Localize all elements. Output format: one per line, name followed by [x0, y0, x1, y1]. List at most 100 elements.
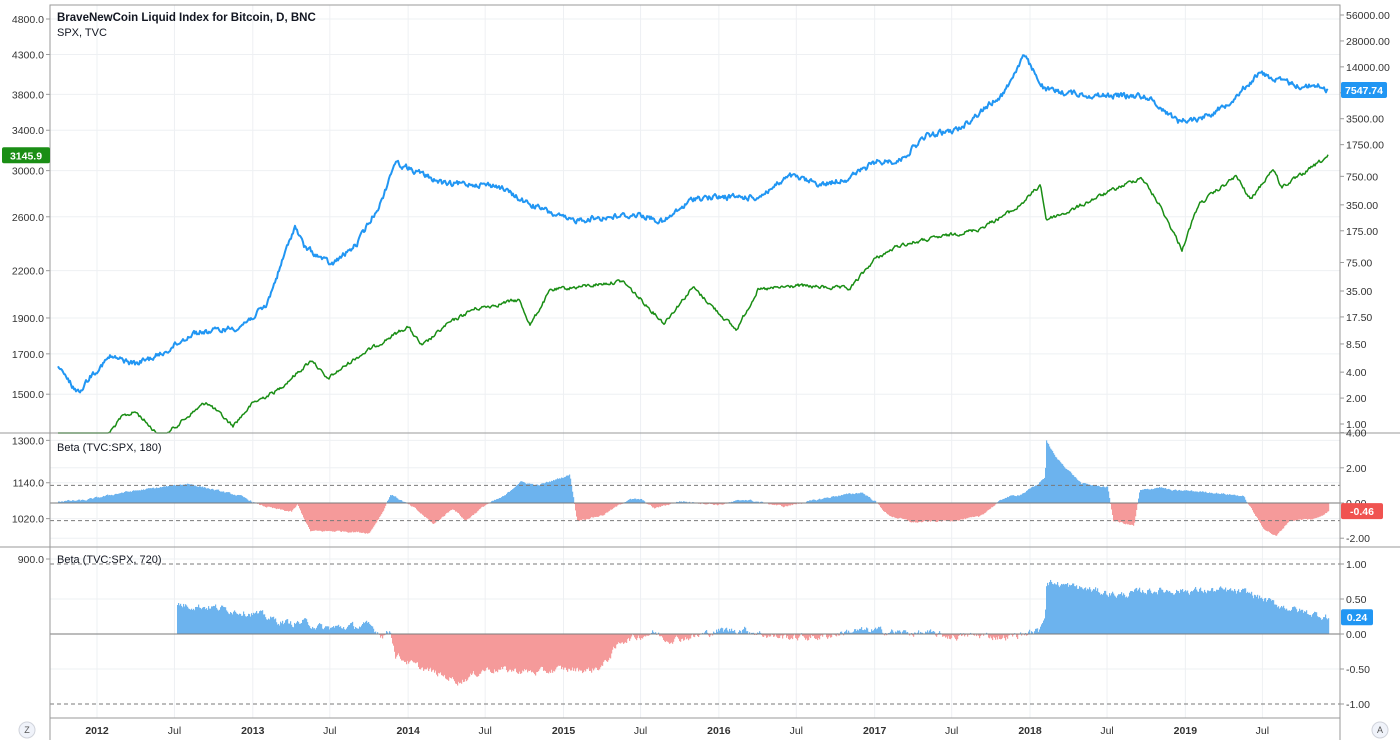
beta-180-neg-bar	[961, 503, 963, 520]
beta-180-neg-bar	[275, 503, 277, 509]
beta-720-pos-bar	[930, 629, 932, 634]
beta-180-neg-bar	[1315, 503, 1317, 519]
beta-180-neg-bar	[892, 503, 894, 518]
beta-180-pos-bar	[202, 486, 204, 503]
beta-720-neg-bar	[426, 634, 428, 670]
beta-720-neg-bar	[683, 634, 685, 641]
beta-180-neg-bar	[1306, 503, 1308, 519]
beta-180-neg-bar	[320, 503, 322, 531]
beta-180-neg-bar	[992, 503, 994, 508]
beta-720-pos-bar	[307, 622, 309, 634]
beta-720-neg-bar	[441, 634, 443, 676]
beta-720-pos-bar	[1197, 591, 1199, 634]
beta-180-neg-bar	[769, 503, 771, 505]
beta-720-neg-bar	[624, 634, 626, 643]
beta-180-pos-bar	[1170, 489, 1172, 503]
beta-720-neg-bar	[472, 634, 474, 674]
beta-180-neg-bar	[784, 503, 786, 507]
beta-180-pos-bar	[999, 500, 1001, 503]
beta-180-neg-bar	[260, 503, 262, 506]
beta-180-neg-bar	[923, 503, 925, 522]
beta-720-pos-bar	[1038, 631, 1040, 634]
beta-720-pos-bar	[1237, 590, 1239, 634]
beta-180-pos-bar	[1084, 483, 1086, 503]
legend-title: BraveNewCoin Liquid Index for Bitcoin, D…	[57, 12, 316, 24]
beta-720-neg-bar	[667, 634, 669, 642]
beta-180-neg-bar	[348, 503, 350, 533]
beta-180-neg-bar	[914, 503, 916, 522]
beta-720-pos-bar	[317, 625, 319, 634]
beta-180-neg-bar	[588, 503, 590, 520]
beta-720-pos-bar	[1040, 626, 1042, 634]
beta-180-pos-bar	[568, 475, 570, 503]
beta-180-pos-bar	[1181, 490, 1183, 503]
beta-180-neg-bar	[954, 503, 956, 522]
beta-720-pos-bar	[658, 632, 660, 634]
left-corner-button[interactable]: Z	[18, 721, 36, 739]
beta-180-pos-bar	[235, 495, 237, 503]
beta-720-pos-bar	[1287, 610, 1289, 634]
beta-180-neg-bar	[780, 503, 782, 506]
beta-180-pos-bar	[396, 497, 398, 503]
beta-180-neg-bar	[937, 503, 939, 522]
beta-720-pos-bar	[1242, 588, 1244, 634]
beta-720-neg-bar	[1026, 634, 1028, 636]
beta-180-neg-bar	[772, 503, 774, 505]
beta-180-pos-bar	[70, 500, 72, 503]
beta-180-neg-bar	[359, 503, 361, 533]
beta-720-neg-bar	[554, 634, 556, 672]
beta-720-pos-bar	[244, 614, 246, 634]
beta-720-neg-bar	[610, 634, 612, 659]
beta-720-pos-bar	[1202, 591, 1204, 634]
beta-720-pos-bar	[366, 620, 368, 634]
beta-180-neg-bar	[324, 503, 326, 532]
beta-720-pos-bar	[740, 630, 742, 634]
beta-180-neg-bar	[283, 503, 285, 510]
beta-180-pos-bar	[527, 483, 529, 503]
beta-180-pos-bar	[807, 500, 809, 503]
beta-180-pos-bar	[1088, 484, 1090, 503]
beta-720-pos-bar	[747, 631, 749, 634]
beta-180-pos-bar	[1078, 480, 1080, 503]
left-axis-label: 4800.0	[12, 14, 44, 26]
beta-180-pos-bar	[1164, 488, 1166, 503]
beta-720-neg-bar	[459, 634, 461, 684]
beta-180-neg-bar	[959, 503, 961, 521]
beta-720-neg-bar	[576, 634, 578, 669]
beta-720-pos-bar	[365, 621, 367, 634]
beta-720-neg-bar	[765, 634, 767, 636]
beta-180-pos-bar	[828, 497, 830, 503]
beta-720-pos-bar	[1179, 593, 1181, 634]
beta-720-neg-bar	[673, 634, 675, 642]
beta-720-pos-bar	[1267, 600, 1269, 634]
beta-720-neg-bar	[587, 634, 589, 670]
beta-180-neg-bar	[262, 503, 264, 506]
beta-720-pos-bar	[1263, 601, 1265, 634]
beta-720-pos-bar	[1057, 582, 1059, 634]
beta-180-pos-bar	[854, 494, 856, 503]
beta-180-neg-bar	[927, 503, 929, 522]
beta-720-pos-bar	[1319, 617, 1321, 634]
right-corner-button[interactable]: A	[1371, 721, 1389, 739]
beta-720-pos-bar	[227, 611, 229, 634]
beta-720-pos-bar	[1215, 591, 1217, 634]
beta-180-neg-bar	[352, 503, 354, 532]
beta-180-pos-bar	[625, 501, 627, 503]
beta-720-pos-bar	[1140, 591, 1142, 634]
beta-180-neg-bar	[1253, 503, 1255, 513]
beta-180-pos-bar	[637, 499, 639, 503]
beta-180-neg-bar	[597, 503, 599, 517]
beta-180-neg-bar	[970, 503, 972, 518]
beta-180-pos-bar	[146, 488, 148, 503]
beta180-axis-label: 4.00	[1346, 428, 1367, 440]
beta-180-neg-bar	[411, 503, 413, 507]
beta-180-neg-bar	[376, 503, 378, 523]
beta-720-pos-bar	[868, 631, 870, 634]
beta-720-neg-bar	[475, 634, 477, 676]
beta-180-pos-bar	[677, 501, 679, 503]
beta-180-pos-bar	[1033, 486, 1035, 503]
beta-720-neg-bar	[802, 634, 804, 636]
beta-180-label: Beta (TVC:SPX, 180)	[57, 442, 162, 454]
beta-720-pos-bar	[375, 631, 377, 634]
beta-720-neg-bar	[425, 634, 427, 670]
